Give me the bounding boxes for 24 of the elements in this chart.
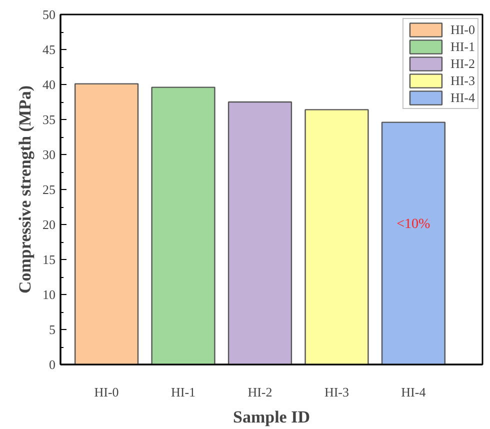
y-tick-label: 10 xyxy=(42,287,56,302)
y-tick-label: 40 xyxy=(42,77,56,92)
y-axis-title: Compressive strength (MPa) xyxy=(16,85,34,294)
legend-label: HI-4 xyxy=(450,89,475,106)
y-tick-label: 25 xyxy=(42,182,56,197)
legend-label: HI-0 xyxy=(450,21,475,38)
legend-label: HI-3 xyxy=(450,72,475,89)
x-tick-label: HI-3 xyxy=(324,384,349,400)
legend-label: HI-1 xyxy=(450,38,475,55)
y-tick-label: 35 xyxy=(42,112,56,127)
x-tick-label: HI-0 xyxy=(94,384,119,400)
y-tick-label: 20 xyxy=(42,217,56,232)
y-tick-label: 50 xyxy=(42,7,56,22)
x-tick-label: HI-2 xyxy=(248,384,272,400)
y-tick-label: 5 xyxy=(49,322,56,337)
y-tick-label: 30 xyxy=(42,147,56,162)
x-tick-label: HI-4 xyxy=(401,384,426,400)
y-tick-label: 15 xyxy=(42,252,56,267)
annotation: <10% xyxy=(396,217,431,232)
y-tick-label: 45 xyxy=(42,42,56,57)
y-tick-label: 0 xyxy=(49,357,56,372)
legend-label: HI-2 xyxy=(450,55,475,72)
x-axis-title: Sample ID xyxy=(233,408,310,426)
x-tick-label: HI-1 xyxy=(170,384,196,400)
